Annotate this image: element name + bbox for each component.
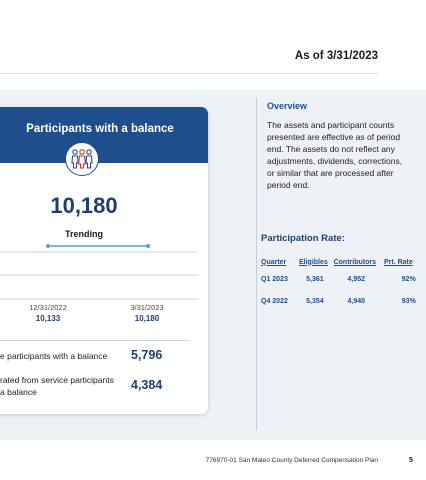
participants-card: Participants with a balance 10,180 Trend… xyxy=(0,107,208,414)
participation-table: Quarter Eligibles Contributors Prt. Rate… xyxy=(261,256,416,312)
card-title: Participants with a balance xyxy=(26,123,174,135)
table-row: Q4 2022 5,354 4,940 93% xyxy=(261,290,416,312)
participation-title: Participation Rate: xyxy=(261,233,345,244)
table-cell: 5,354 xyxy=(306,297,324,305)
trend-chart xyxy=(0,244,198,300)
trend-point-2 xyxy=(146,244,150,248)
total-participants: 10,180 xyxy=(50,193,118,218)
trend-value-1: 10,133 xyxy=(35,314,61,323)
table-cell: 4,952 xyxy=(347,275,366,283)
table-cell: 4,940 xyxy=(347,297,366,305)
footer-text: 776970-01 San Mateo County Deferred Comp… xyxy=(205,457,378,464)
table-cell: 92% xyxy=(401,275,416,283)
trend-point-1 xyxy=(46,244,50,248)
table-cell: Q1 2023 xyxy=(261,275,288,283)
people-badge xyxy=(65,142,99,176)
trending-label: Trending xyxy=(65,229,103,239)
column-divider xyxy=(256,98,257,430)
stats-rule xyxy=(0,340,190,341)
trend-date-1: 12/31/2022 xyxy=(29,303,67,312)
people-icon xyxy=(71,149,93,169)
stat-value: 4,384 xyxy=(131,378,163,392)
overview-title: Overview xyxy=(267,101,308,111)
trend-value-2: 10,180 xyxy=(134,314,160,323)
page-number: 5 xyxy=(409,457,413,464)
table-cell: 5,361 xyxy=(306,275,324,283)
trend-date-2: 3/31/2023 xyxy=(130,303,164,312)
table-header-row: Quarter Eligibles Contributors Prt. Rate xyxy=(261,256,416,268)
column-header: Quarter xyxy=(261,258,287,266)
table-cell: Q4 2022 xyxy=(261,297,288,305)
table-row: Q1 2023 5,361 4,952 92% xyxy=(261,268,416,290)
table-cell: 93% xyxy=(401,297,416,305)
stat-value: 5,796 xyxy=(131,348,163,362)
stat-label: rated from service participants a balanc… xyxy=(0,375,114,397)
overview-text: The assets and participant counts presen… xyxy=(267,120,403,190)
column-header: Prt. Rate xyxy=(384,258,413,266)
column-header: Eligibles xyxy=(299,258,328,266)
as-of-date: As of 3/31/2023 xyxy=(294,50,378,62)
header-rule xyxy=(0,73,378,74)
card-header xyxy=(0,107,208,163)
stat-label: e participants with a balance xyxy=(0,351,108,361)
column-header: Contributors xyxy=(333,258,376,266)
